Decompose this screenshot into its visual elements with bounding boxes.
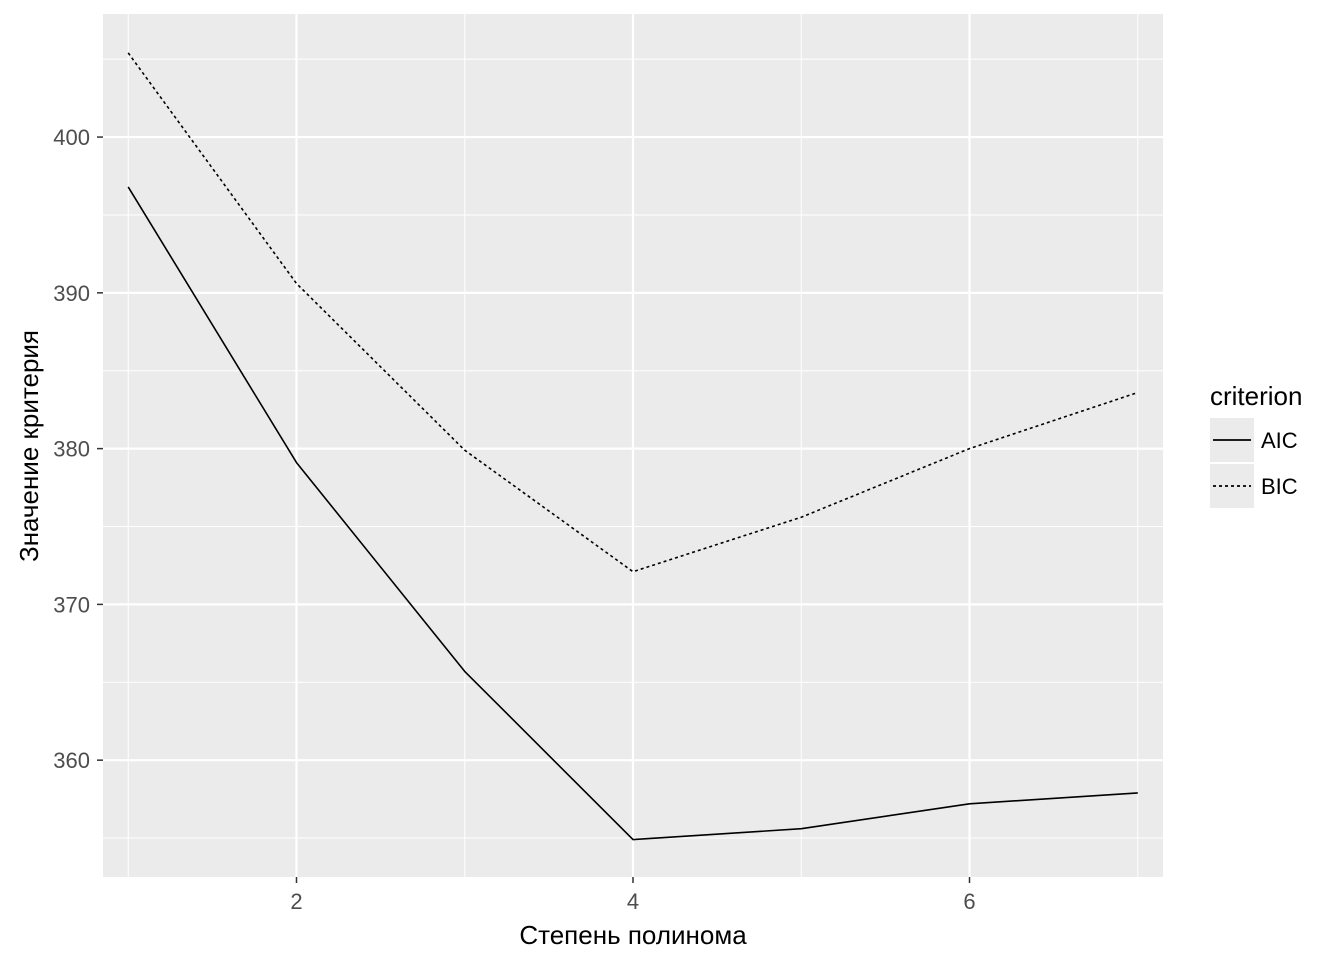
y-tick-label: 360 [53, 748, 90, 773]
tick-labels: 2 4 6 360 370 380 390 400 [53, 125, 975, 914]
axis-ticks [97, 136, 971, 883]
legend-label-bic: BIC [1261, 474, 1298, 499]
series-layer [127, 52, 1139, 841]
major-gridlines [103, 14, 1163, 877]
y-tick-label: 390 [53, 281, 90, 306]
legend-title: criterion [1210, 381, 1302, 411]
y-axis-title: Значение критерия [14, 330, 44, 562]
y-tick-label: 400 [53, 125, 90, 150]
legend-label-aic: AIC [1261, 428, 1298, 453]
y-tick-label: 370 [53, 592, 90, 617]
legend: criterion AIC BIC [1210, 381, 1302, 508]
x-tick-label: 2 [290, 889, 302, 914]
y-tick-label: 380 [53, 437, 90, 462]
x-tick-label: 6 [963, 889, 975, 914]
x-tick-label: 4 [627, 889, 639, 914]
series-line-bic [127, 52, 1139, 573]
series-line-aic [127, 186, 1138, 841]
x-axis-title: Степень полинома [519, 920, 747, 950]
